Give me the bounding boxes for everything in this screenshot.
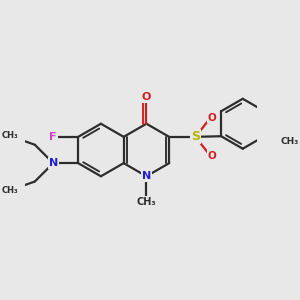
Text: CH₃: CH₃ [136,197,156,207]
Text: CH₃: CH₃ [2,131,18,140]
Text: O: O [208,151,217,161]
Text: N: N [49,158,58,168]
Text: O: O [208,112,217,123]
Text: CH₃: CH₃ [280,137,298,146]
Text: N: N [142,171,152,181]
Text: CH₃: CH₃ [2,186,18,195]
Text: S: S [191,130,200,143]
Text: O: O [141,92,151,102]
Text: F: F [50,132,57,142]
